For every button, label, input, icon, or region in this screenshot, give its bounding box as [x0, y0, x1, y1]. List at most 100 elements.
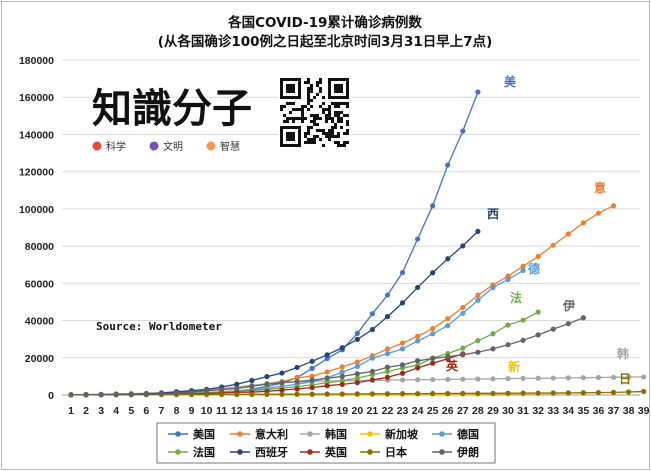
tag-dot	[206, 141, 216, 151]
data-point	[113, 391, 119, 398]
data-point	[279, 370, 285, 376]
data-point	[399, 346, 406, 352]
qr-module	[286, 120, 289, 123]
legend-swatch-marker	[439, 449, 445, 455]
qr-module	[307, 90, 310, 93]
qr-module	[295, 117, 298, 120]
qr-module	[316, 123, 319, 126]
chart-subtitle: (从各国确诊100例之日起至北京时间3月31日早上7点)	[158, 33, 493, 50]
qr-module	[319, 90, 322, 93]
qr-module	[304, 117, 307, 120]
y-tick-label: 160000	[19, 92, 54, 104]
legend-entry: 德国	[456, 427, 479, 441]
legend-entry: 新加坡	[385, 427, 419, 441]
qr-module	[331, 120, 334, 123]
qr-module	[313, 141, 316, 144]
legend-entry: 美国	[193, 427, 215, 441]
x-tick-label: 28	[472, 405, 484, 417]
data-point	[430, 331, 436, 337]
x-tick-label: 18	[321, 405, 333, 417]
legend-swatch-marker	[175, 449, 181, 455]
x-tick-label: 31	[517, 405, 529, 417]
qr-module	[286, 117, 289, 120]
x-tick-label: 12	[231, 405, 243, 417]
data-point	[460, 128, 466, 134]
qr-module	[334, 123, 337, 126]
data-point	[475, 376, 481, 382]
legend-entry: 法国	[193, 445, 215, 459]
data-point	[610, 374, 617, 380]
qr-module	[316, 114, 319, 117]
series-end-label: 日	[619, 372, 631, 386]
data-point	[415, 333, 421, 339]
data-point	[445, 162, 451, 168]
data-point	[309, 365, 315, 371]
x-tick-label: 11	[216, 405, 227, 417]
data-point	[505, 322, 511, 328]
data-point	[309, 384, 315, 391]
data-point	[445, 322, 451, 329]
data-point	[415, 390, 421, 397]
x-tick-label: 38	[623, 405, 635, 417]
y-tick-label: 60000	[25, 278, 54, 290]
qr-module	[280, 105, 283, 108]
legend-entry: 伊朗	[456, 445, 479, 459]
data-point	[354, 375, 360, 381]
qr-module	[313, 135, 316, 138]
data-point	[535, 332, 541, 338]
y-axis: 0 20000 40000 60000 80000 100000 120000 140000 1…	[19, 55, 54, 402]
qr-module	[295, 108, 298, 111]
logo-tags: 科学 文明 智慧	[92, 140, 240, 153]
data-point	[415, 284, 421, 291]
qr-module	[337, 141, 340, 144]
data-point	[339, 364, 345, 370]
data-point	[264, 381, 270, 387]
data-point	[354, 391, 360, 397]
qr-module	[319, 138, 322, 141]
y-tick-label: 80000	[25, 241, 54, 253]
qr-module	[322, 96, 325, 99]
data-point	[399, 300, 406, 306]
qr-module	[283, 114, 286, 117]
qr-module	[313, 123, 316, 126]
data-point	[249, 383, 255, 389]
data-point	[445, 376, 451, 382]
y-tick-label: 20000	[25, 353, 54, 365]
data-point	[535, 375, 541, 381]
source-note: Source: Worldometer	[96, 320, 222, 333]
y-tick-label: 180000	[19, 55, 54, 67]
data-point	[354, 359, 360, 365]
qr-module	[292, 102, 295, 105]
x-tick-label: 4	[113, 405, 119, 417]
data-point	[505, 342, 511, 348]
qr-module	[280, 108, 283, 111]
data-point	[565, 390, 571, 396]
data-point	[128, 391, 134, 398]
series-line	[71, 91, 479, 396]
x-tick-label: 25	[427, 405, 439, 417]
data-point	[460, 304, 466, 311]
data-point	[188, 389, 195, 395]
legend-entry: 英国	[324, 445, 347, 459]
data-point	[354, 371, 360, 377]
y-tick-label: 100000	[19, 204, 54, 216]
data-point	[565, 321, 571, 327]
qr-module	[328, 132, 331, 135]
x-tick-label: 24	[412, 405, 424, 417]
qr-module	[310, 87, 313, 90]
data-point	[369, 391, 375, 397]
qr-module	[292, 120, 295, 123]
legend-box	[156, 422, 496, 464]
qr-module	[343, 141, 346, 144]
data-point	[369, 355, 375, 361]
y-tick-label: 120000	[19, 167, 54, 179]
qr-module	[289, 117, 292, 120]
data-point	[324, 391, 330, 397]
x-tick-label: 23	[397, 405, 409, 417]
qr-module	[310, 105, 313, 108]
data-point	[415, 358, 421, 364]
legend-swatch-marker	[367, 449, 373, 455]
x-tick-label: 32	[532, 405, 544, 417]
qr-module	[328, 117, 331, 120]
